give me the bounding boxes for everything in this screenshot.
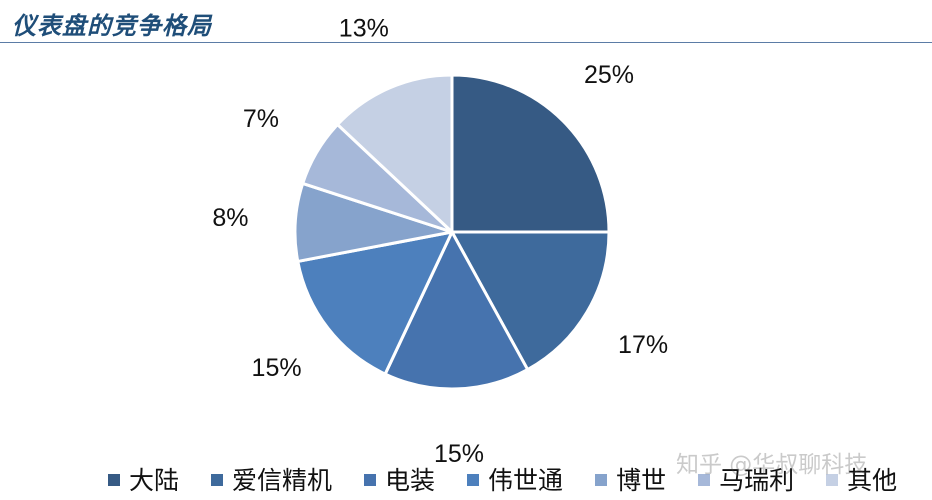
legend-swatch [364, 474, 377, 486]
legend-item-5: 博世 [595, 468, 666, 493]
page-title: 仪表盘的竞争格局 [12, 11, 212, 40]
pie-slice-2 [450, 230, 611, 372]
pie-slice-1 [450, 73, 611, 234]
header: 仪表盘的竞争格局 [0, 0, 932, 44]
legend-swatch [826, 474, 839, 486]
legend-label: 马瑞利 [719, 465, 795, 495]
title-divider [0, 42, 932, 43]
pie-slice-3 [383, 230, 530, 391]
pie-slice-4 [296, 230, 454, 376]
data-label-3: 15% [434, 440, 484, 468]
legend-label: 大陆 [129, 465, 180, 495]
legend-item-2: 爱信精机 [211, 468, 332, 493]
legend-swatch [595, 474, 608, 486]
pie-slice-7 [336, 73, 454, 234]
legend-item-4: 伟世通 [467, 468, 563, 493]
legend-swatch [467, 474, 480, 486]
data-label-4: 15% [252, 354, 302, 382]
legend-label: 爱信精机 [232, 465, 333, 495]
data-label-7: 13% [339, 14, 389, 42]
legend-label: 博世 [616, 465, 667, 495]
legend-label: 电装 [385, 465, 436, 495]
watermark: 知乎 @华叔聊科技 [676, 452, 868, 478]
data-label-2: 17% [618, 331, 668, 359]
legend-item-6: 马瑞利 [698, 468, 794, 493]
legend-swatch [698, 474, 711, 486]
legend-swatch [108, 474, 120, 486]
legend-swatch [211, 474, 224, 486]
legend-item-7: 其他 [826, 468, 897, 493]
data-label-6: 7% [243, 105, 279, 133]
legend-label: 其他 [847, 465, 898, 495]
data-label-1: 25% [584, 61, 634, 89]
data-label-5: 8% [212, 204, 248, 232]
legend-label: 伟世通 [488, 465, 564, 495]
legend-item-1: 大陆 [108, 468, 179, 493]
chart-legend: 大陆 爱信精机 电装 伟世通 博世 马瑞利 其他 [108, 462, 897, 498]
legend-item-3: 电装 [364, 468, 435, 493]
